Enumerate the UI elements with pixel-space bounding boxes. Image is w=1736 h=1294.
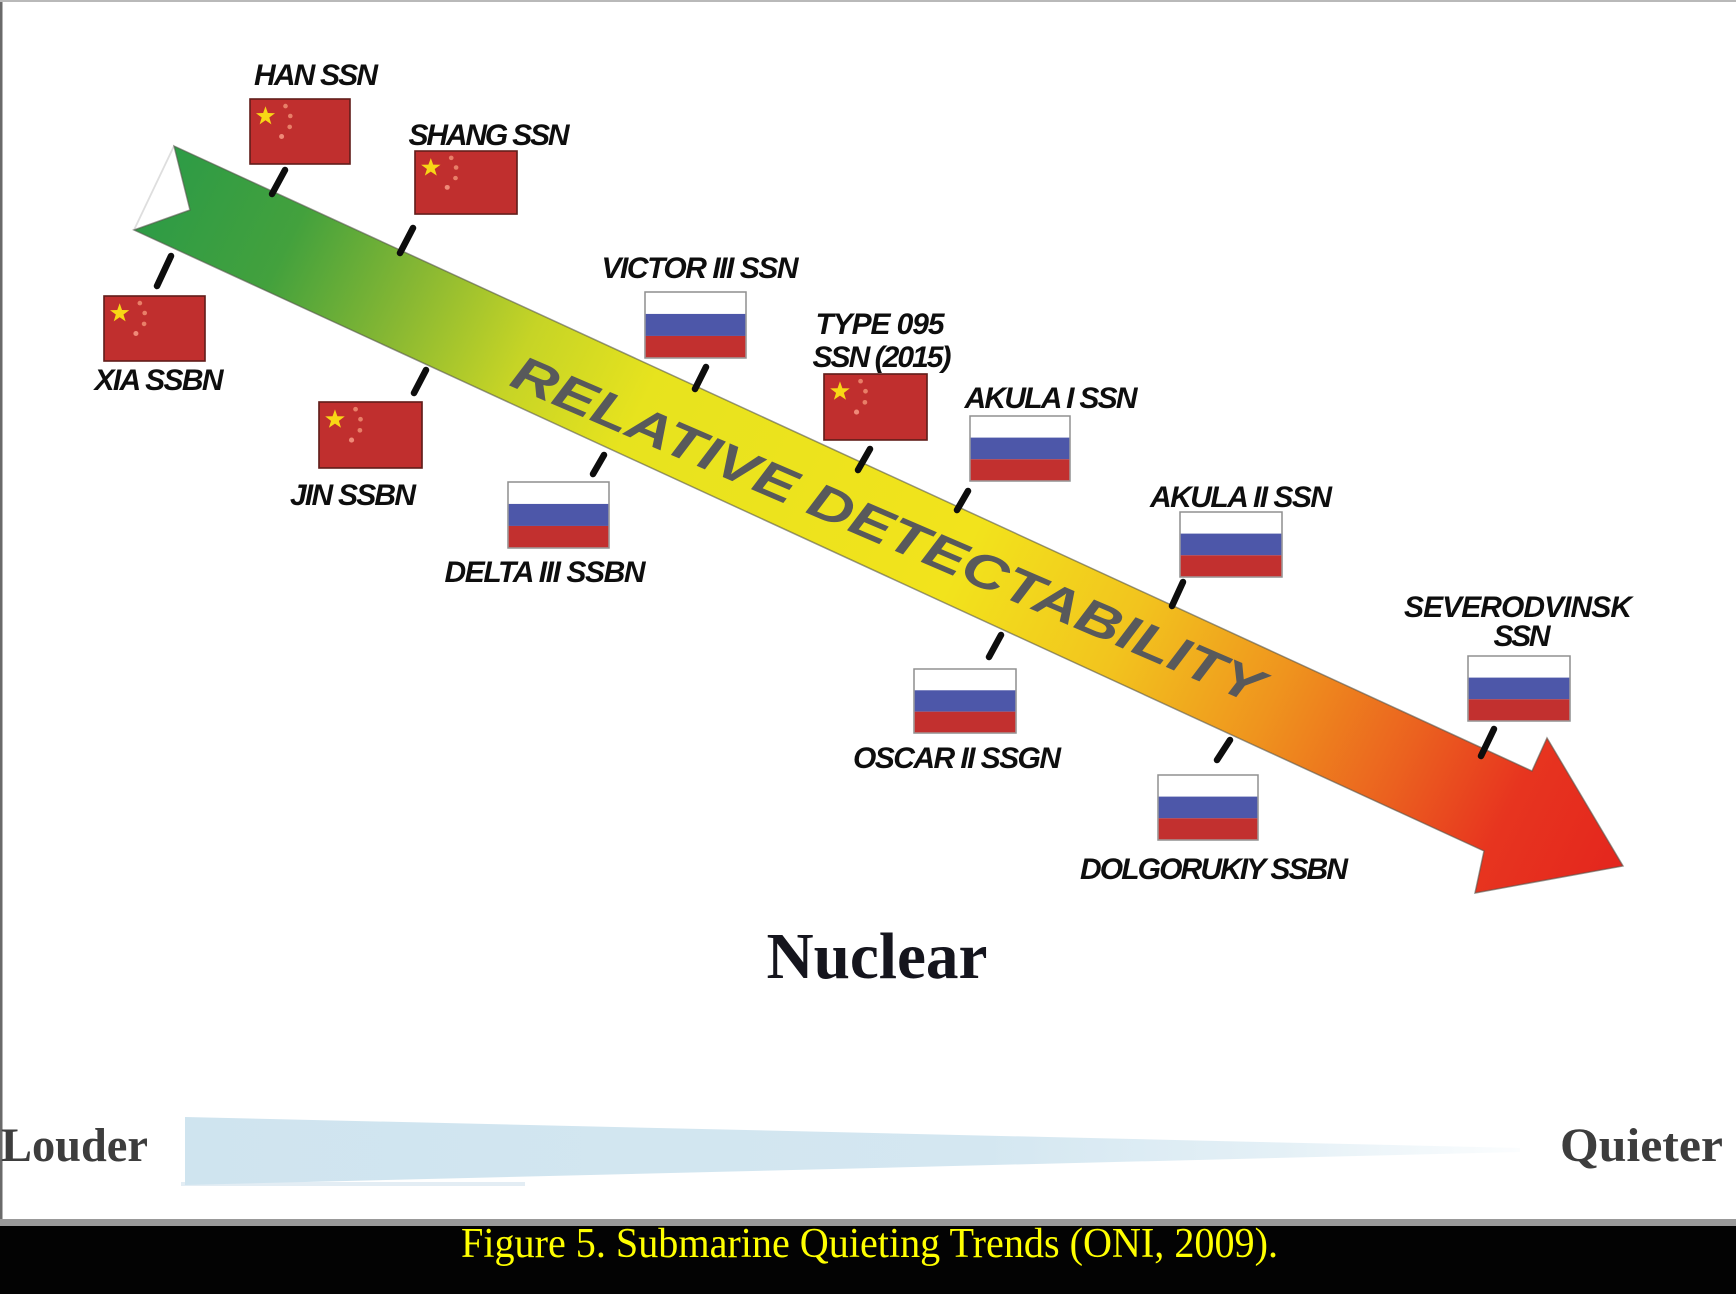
svg-text:SSN (2015): SSN (2015) (813, 341, 952, 374)
svg-text:AKULA I SSN: AKULA I SSN (964, 382, 1139, 415)
svg-text:SSN: SSN (1494, 620, 1552, 653)
svg-text:Figure 5. Submarine Quieting T: Figure 5. Submarine Quieting Trends (ONI… (461, 1221, 1278, 1267)
svg-text:Louder: Louder (1, 1119, 148, 1172)
svg-text:SEVERODVINSK: SEVERODVINSK (1404, 591, 1634, 624)
svg-text:HAN SSN: HAN SSN (254, 59, 379, 92)
svg-text:DOLGORUKIY SSBN: DOLGORUKIY SSBN (1080, 853, 1349, 886)
svg-text:DELTA III SSBN: DELTA III SSBN (445, 556, 647, 589)
svg-text:Nuclear: Nuclear (767, 920, 988, 993)
svg-text:JIN SSBN: JIN SSBN (290, 479, 417, 512)
svg-text:AKULA II SSN: AKULA II SSN (1149, 481, 1333, 514)
svg-text:XIA SSBN: XIA SSBN (93, 364, 225, 397)
svg-text:Quieter: Quieter (1560, 1119, 1723, 1172)
svg-text:VICTOR III SSN: VICTOR III SSN (602, 252, 800, 285)
svg-text:TYPE 095: TYPE 095 (816, 308, 946, 341)
svg-text:OSCAR II SSGN: OSCAR II SSGN (853, 742, 1062, 775)
svg-text:SHANG SSN: SHANG SSN (409, 119, 571, 152)
